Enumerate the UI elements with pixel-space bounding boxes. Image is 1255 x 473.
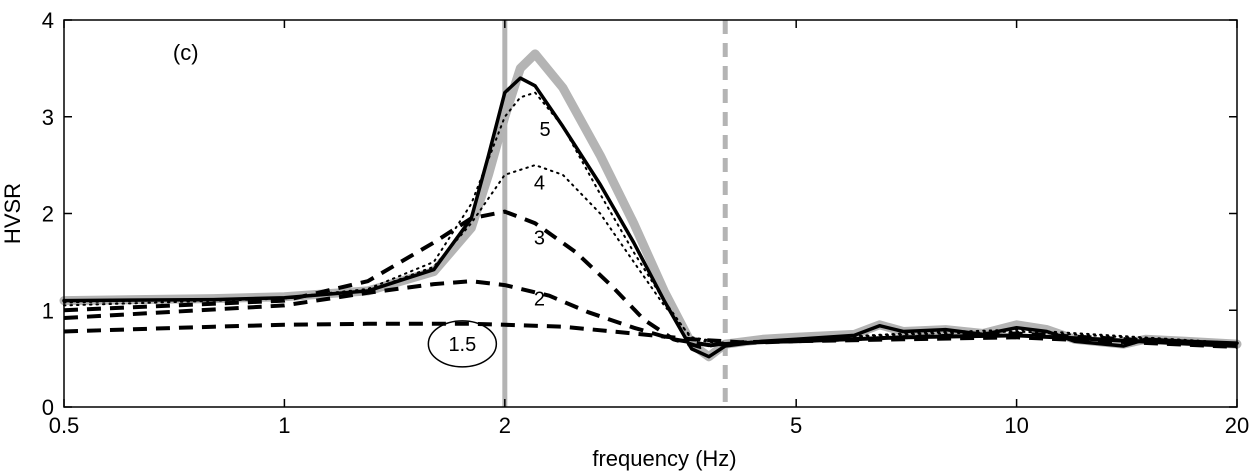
- x-tick-label: 2: [499, 413, 511, 438]
- y-tick-label: 4: [42, 8, 54, 33]
- series-group: [59, 49, 1242, 362]
- x-tick-label: 20: [1225, 413, 1249, 438]
- y-tick-label: 2: [42, 202, 54, 227]
- x-axis-label: frequency (Hz): [592, 446, 736, 471]
- x-tick-label: 5: [790, 413, 802, 438]
- curve-label-circle: [427, 320, 498, 368]
- series-line-dotted-2: [63, 91, 1238, 346]
- x-tick-label: 10: [1004, 413, 1028, 438]
- y-tick-label: 0: [42, 395, 54, 420]
- x-tick-label: 0.5: [49, 413, 80, 438]
- axis-ticks: 0.5 1 2 5 10 20 0 1 2 3 4: [42, 8, 1249, 438]
- series-line-solid-1: [62, 76, 1239, 359]
- series-line-dotted-3: [63, 164, 1238, 345]
- curve-label: 3: [534, 227, 545, 249]
- y-axis-label: HVSR: [0, 183, 25, 244]
- panel-label: (c): [173, 40, 199, 65]
- series-line-dashed-4: [63, 209, 1238, 349]
- curve-label: 4: [534, 172, 545, 194]
- curve-labels: 5 4 3 2 1.5: [427, 119, 551, 368]
- y-tick-label: 1: [42, 298, 54, 323]
- series-line-gray-thick-0: [59, 49, 1242, 362]
- x-tick-label: 1: [278, 413, 290, 438]
- curve-label: 2: [534, 288, 545, 310]
- y-tick-label: 3: [42, 105, 54, 130]
- plot-frame: [63, 19, 1238, 408]
- curve-label: 1.5: [448, 334, 476, 356]
- curve-label: 5: [540, 119, 551, 141]
- series-line-dashed-5: [63, 279, 1238, 348]
